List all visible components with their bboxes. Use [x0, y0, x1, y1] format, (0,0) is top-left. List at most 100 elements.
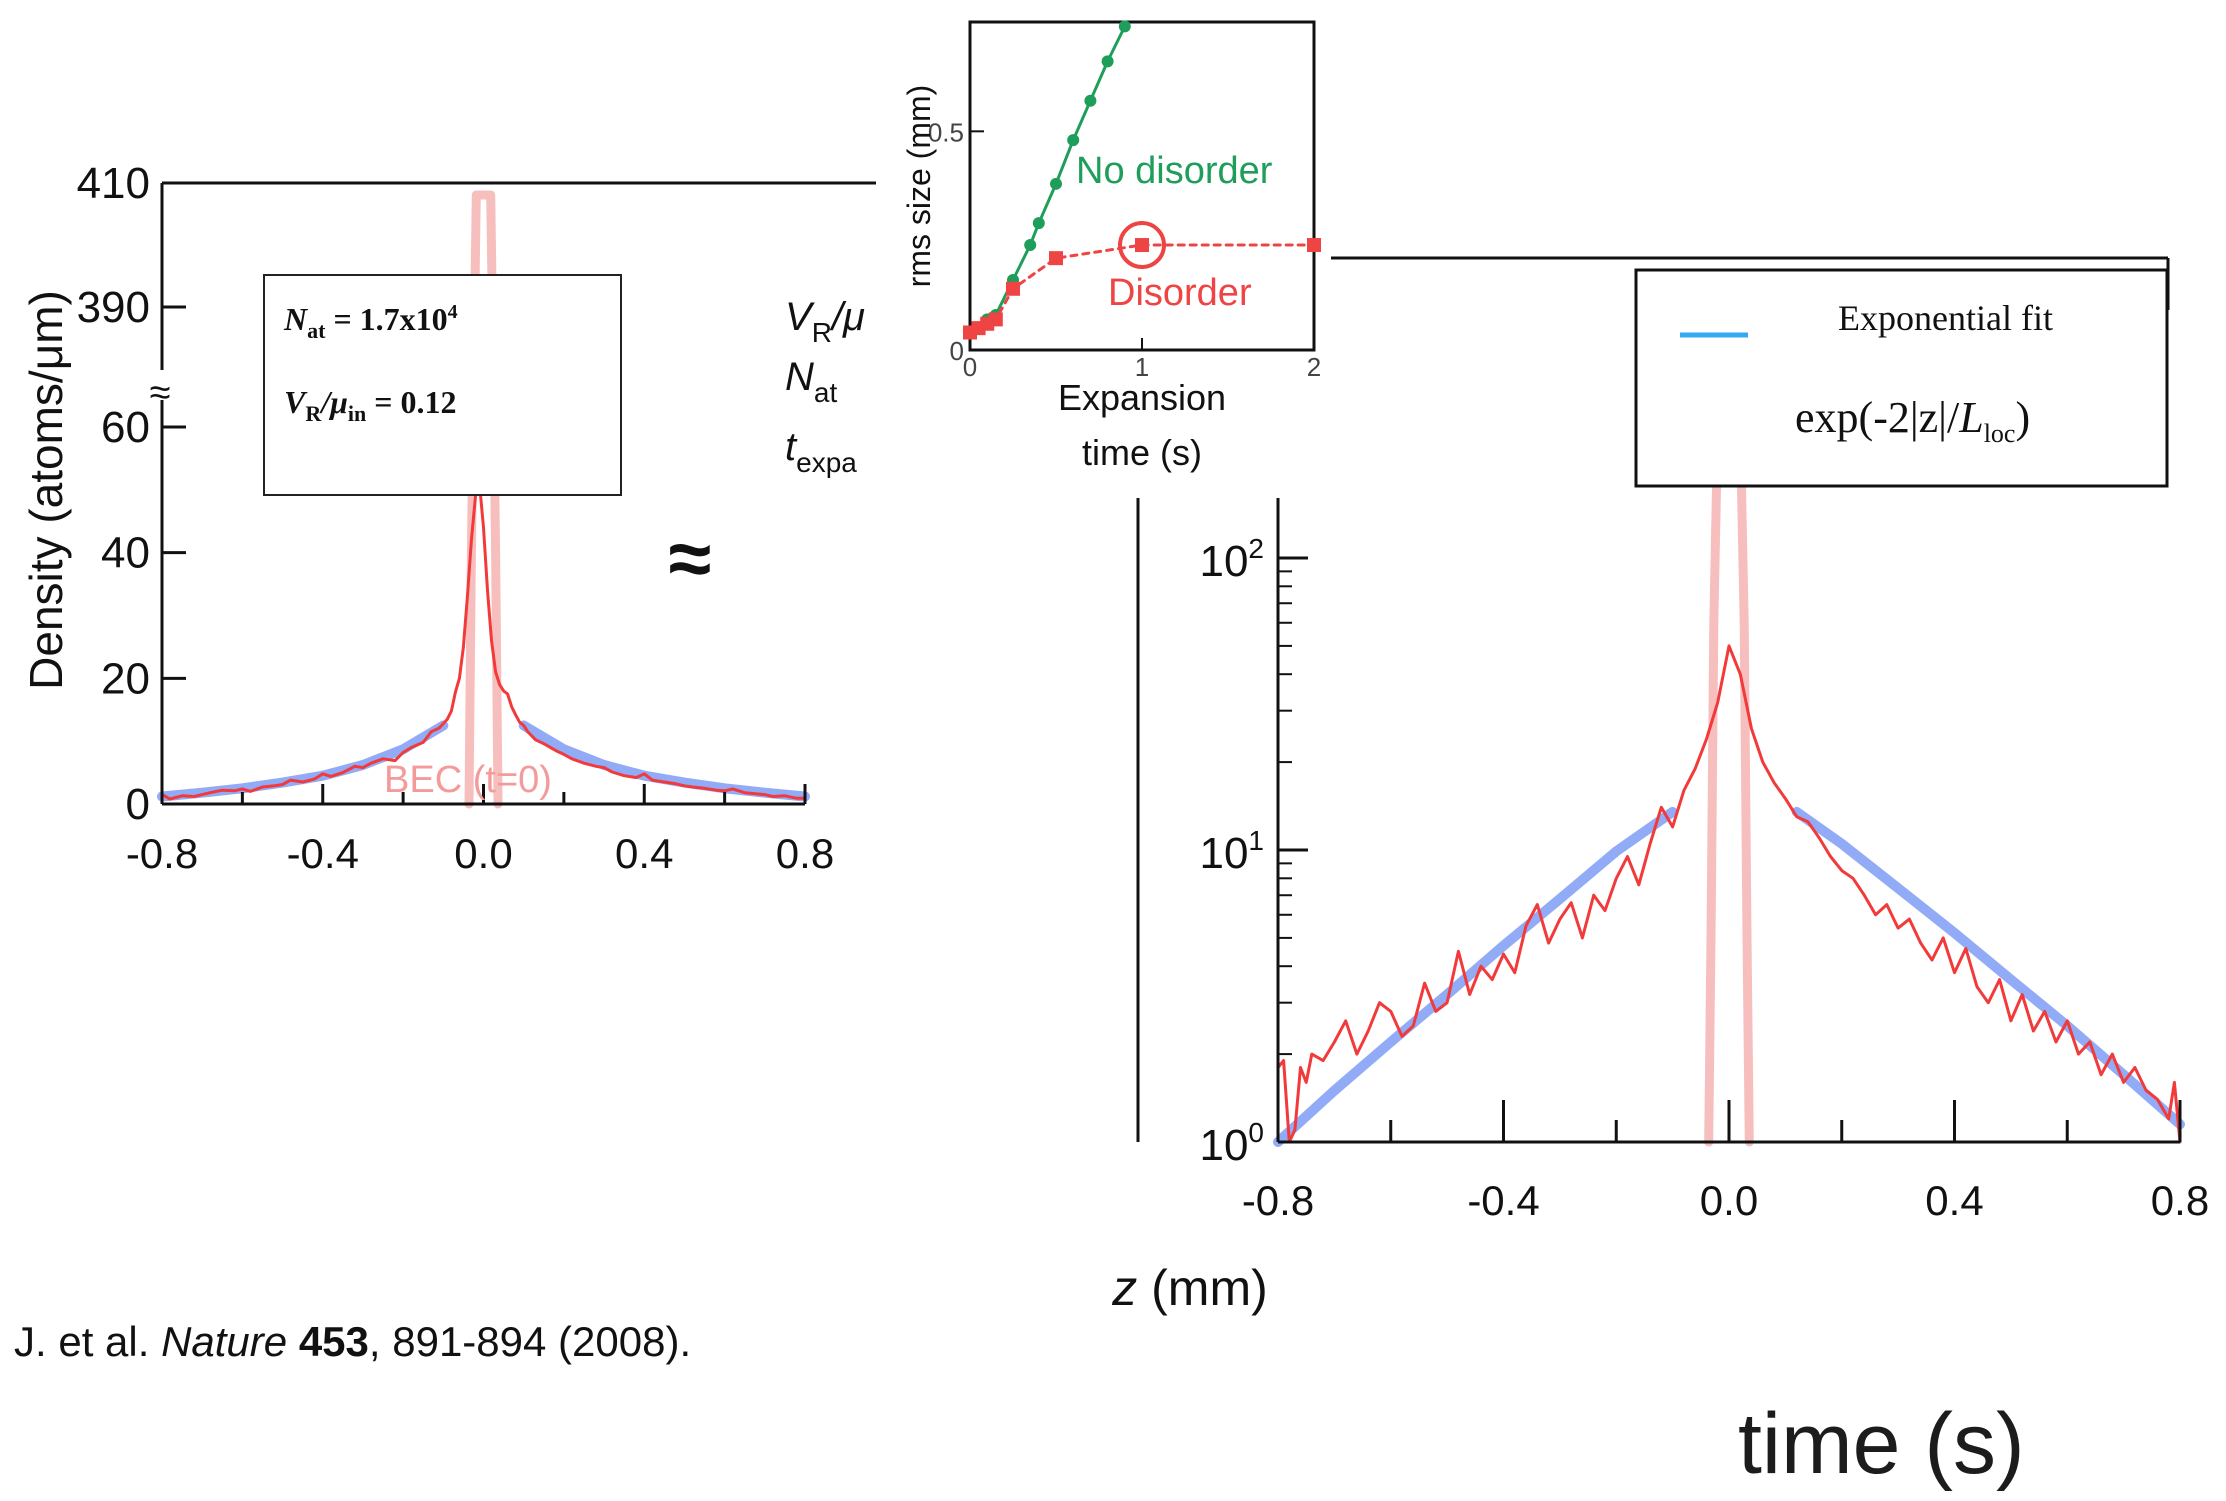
legend-formula-sub: loc — [1984, 419, 2016, 448]
x-axis-label-symbol: z — [1111, 1260, 1137, 1316]
right-y-tick-exp: 2 — [1248, 533, 1264, 564]
right-x-tick-label: 0.4 — [1925, 1177, 1983, 1224]
param-mu-symbol: /μ — [319, 384, 348, 420]
fit-line-right-1 — [1273, 806, 1678, 1147]
left-peak-break-mark: ≈ — [669, 514, 712, 602]
inset-x-tick-label: 0 — [963, 352, 977, 382]
inset-y-axis-label: rms size (mm) — [901, 85, 937, 288]
density-line-left — [160, 482, 807, 801]
left-y-axis-label: Density (atoms/μm) — [20, 290, 72, 690]
inset-no-disorder-point — [1084, 94, 1097, 107]
legend-formula-L: L — [1958, 393, 1983, 442]
occluded-nat-symbol: N — [785, 355, 814, 399]
right-y-tick-base: 10 — [1199, 537, 1248, 586]
left-x-tick-label: -0.8 — [126, 830, 198, 877]
inset-disorder-point — [1307, 238, 1321, 253]
inset-x-tick-label: 2 — [1307, 352, 1321, 382]
right-y-tick-label: 102 — [1199, 533, 1264, 586]
occluded-vr-sub: R — [812, 317, 832, 348]
left-y-tick-label: 60 — [101, 403, 150, 452]
left-y-tick-label: 0 — [126, 780, 150, 829]
param-nat-value: = 1.7x10 — [325, 301, 447, 337]
inset-no-disorder-point — [1032, 217, 1045, 230]
occluded-nat: Nat — [785, 355, 837, 408]
left-y-tick-label: 390 — [77, 283, 150, 332]
inset-y-tick-label: 0.5 — [928, 117, 964, 147]
inset-disorder-label: Disorder — [1108, 272, 1252, 314]
param-vr-value: = 0.12 — [366, 384, 456, 420]
param-box — [263, 274, 622, 496]
left-x-tick-label: -0.4 — [287, 830, 359, 877]
x-axis-label: z (mm) — [1111, 1260, 1268, 1316]
occluded-nat-sub: at — [814, 377, 838, 408]
inset-disorder-point — [1049, 251, 1063, 266]
left-x-tick-label: 0.4 — [615, 830, 673, 877]
bec-line-right — [1704, 435, 1754, 1147]
left-y-tick-label: 410 — [77, 159, 150, 208]
x-axis-label-unit: (mm) — [1137, 1260, 1268, 1316]
fit-line-right-2 — [1791, 806, 2185, 1130]
citation: J. et al. Nature 453, 891-894 (2008). — [14, 1318, 691, 1366]
occluded-texp-sub: expa — [796, 447, 857, 478]
citation-pages: , 891-894 (2008). — [368, 1318, 692, 1365]
density-line-right — [1276, 644, 2182, 1144]
left-y-tick-label: 40 — [101, 529, 150, 578]
inset-highlight-circle — [1118, 221, 1166, 270]
param-mu-sub: in — [348, 401, 366, 426]
right-y-tick-base: 10 — [1199, 829, 1248, 878]
inset-disorder-point — [988, 312, 1003, 327]
occluded-texp-symbol: t — [785, 425, 798, 469]
occluded-vr: VR/μ — [785, 295, 865, 348]
right-y-tick-label: 100 — [1199, 1117, 1264, 1170]
left-x-tick-label: 0.8 — [776, 830, 834, 877]
legend-formula: exp(-2|z|/Lloc) — [1795, 393, 2030, 448]
right-x-tick-label: -0.4 — [1467, 1177, 1539, 1224]
occluded-texp: texpa — [785, 425, 857, 478]
param-vr-symbol: V — [284, 384, 308, 420]
inset-disorder-point — [1006, 281, 1020, 296]
inset-disorder-point — [1135, 238, 1149, 253]
citation-journal: Nature — [161, 1318, 288, 1365]
fit-line-left-2 — [518, 720, 810, 802]
legend-formula-body: -2|z|/ — [1873, 393, 1960, 442]
right-y-tick-exp: 0 — [1248, 1117, 1264, 1148]
inset-no-disorder-point — [1024, 239, 1037, 252]
right-y-tick-exp: 1 — [1248, 825, 1264, 856]
legend-fit-label: Exponential fit — [1838, 298, 2053, 338]
legend-formula-pre: exp( — [1795, 393, 1873, 442]
param-vr: VR/μin = 0.12 — [284, 384, 457, 426]
right-x-tick-label: -0.8 — [1242, 1177, 1314, 1224]
inset-no-disorder-point — [1050, 177, 1062, 190]
left-axis-break-mark: ≈ — [150, 372, 171, 414]
param-nat: Nat = 1.7x104 — [283, 301, 458, 343]
param-vr-sub: R — [305, 401, 322, 426]
param-nat-sub: at — [307, 318, 326, 343]
param-nat-symbol: N — [283, 301, 309, 337]
right-y-tick-base: 10 — [1199, 1121, 1248, 1170]
inset-no-disorder-point — [1101, 55, 1114, 68]
left-x-tick-label: 0.0 — [454, 830, 512, 877]
param-nat-exp: 4 — [448, 301, 458, 323]
right-x-tick-label: 0.0 — [1700, 1177, 1758, 1224]
inset-no-disorder-point — [1118, 20, 1131, 33]
right-x-tick-label: 0.8 — [2151, 1177, 2209, 1224]
inset-x-axis-label-line1: Expansion — [1058, 377, 1226, 418]
left-y-tick-label: 20 — [101, 654, 150, 703]
right-y-tick-label: 101 — [1199, 825, 1264, 878]
inset-no-disorder-point — [1067, 134, 1080, 147]
inset-y-tick-label: 0 — [950, 336, 964, 366]
bec-annotation: BEC (t=0) — [384, 759, 552, 801]
legend-formula-close: ) — [2015, 393, 2030, 442]
legend-box — [1634, 268, 2169, 488]
ghost-caption: time (s) — [1738, 1396, 2025, 1492]
citation-authors: J. et al. — [14, 1318, 150, 1365]
citation-volume: 453 — [298, 1318, 369, 1365]
occluded-vr-symbol: V — [785, 295, 815, 339]
inset-x-axis-label-line2: time (s) — [1082, 432, 1202, 473]
occluded-vr-tail: /μ — [829, 295, 865, 339]
inset-no-disorder-label: No disorder — [1076, 150, 1273, 192]
inset-background — [876, 0, 1331, 498]
inset-x-tick-label: 1 — [1135, 352, 1149, 382]
